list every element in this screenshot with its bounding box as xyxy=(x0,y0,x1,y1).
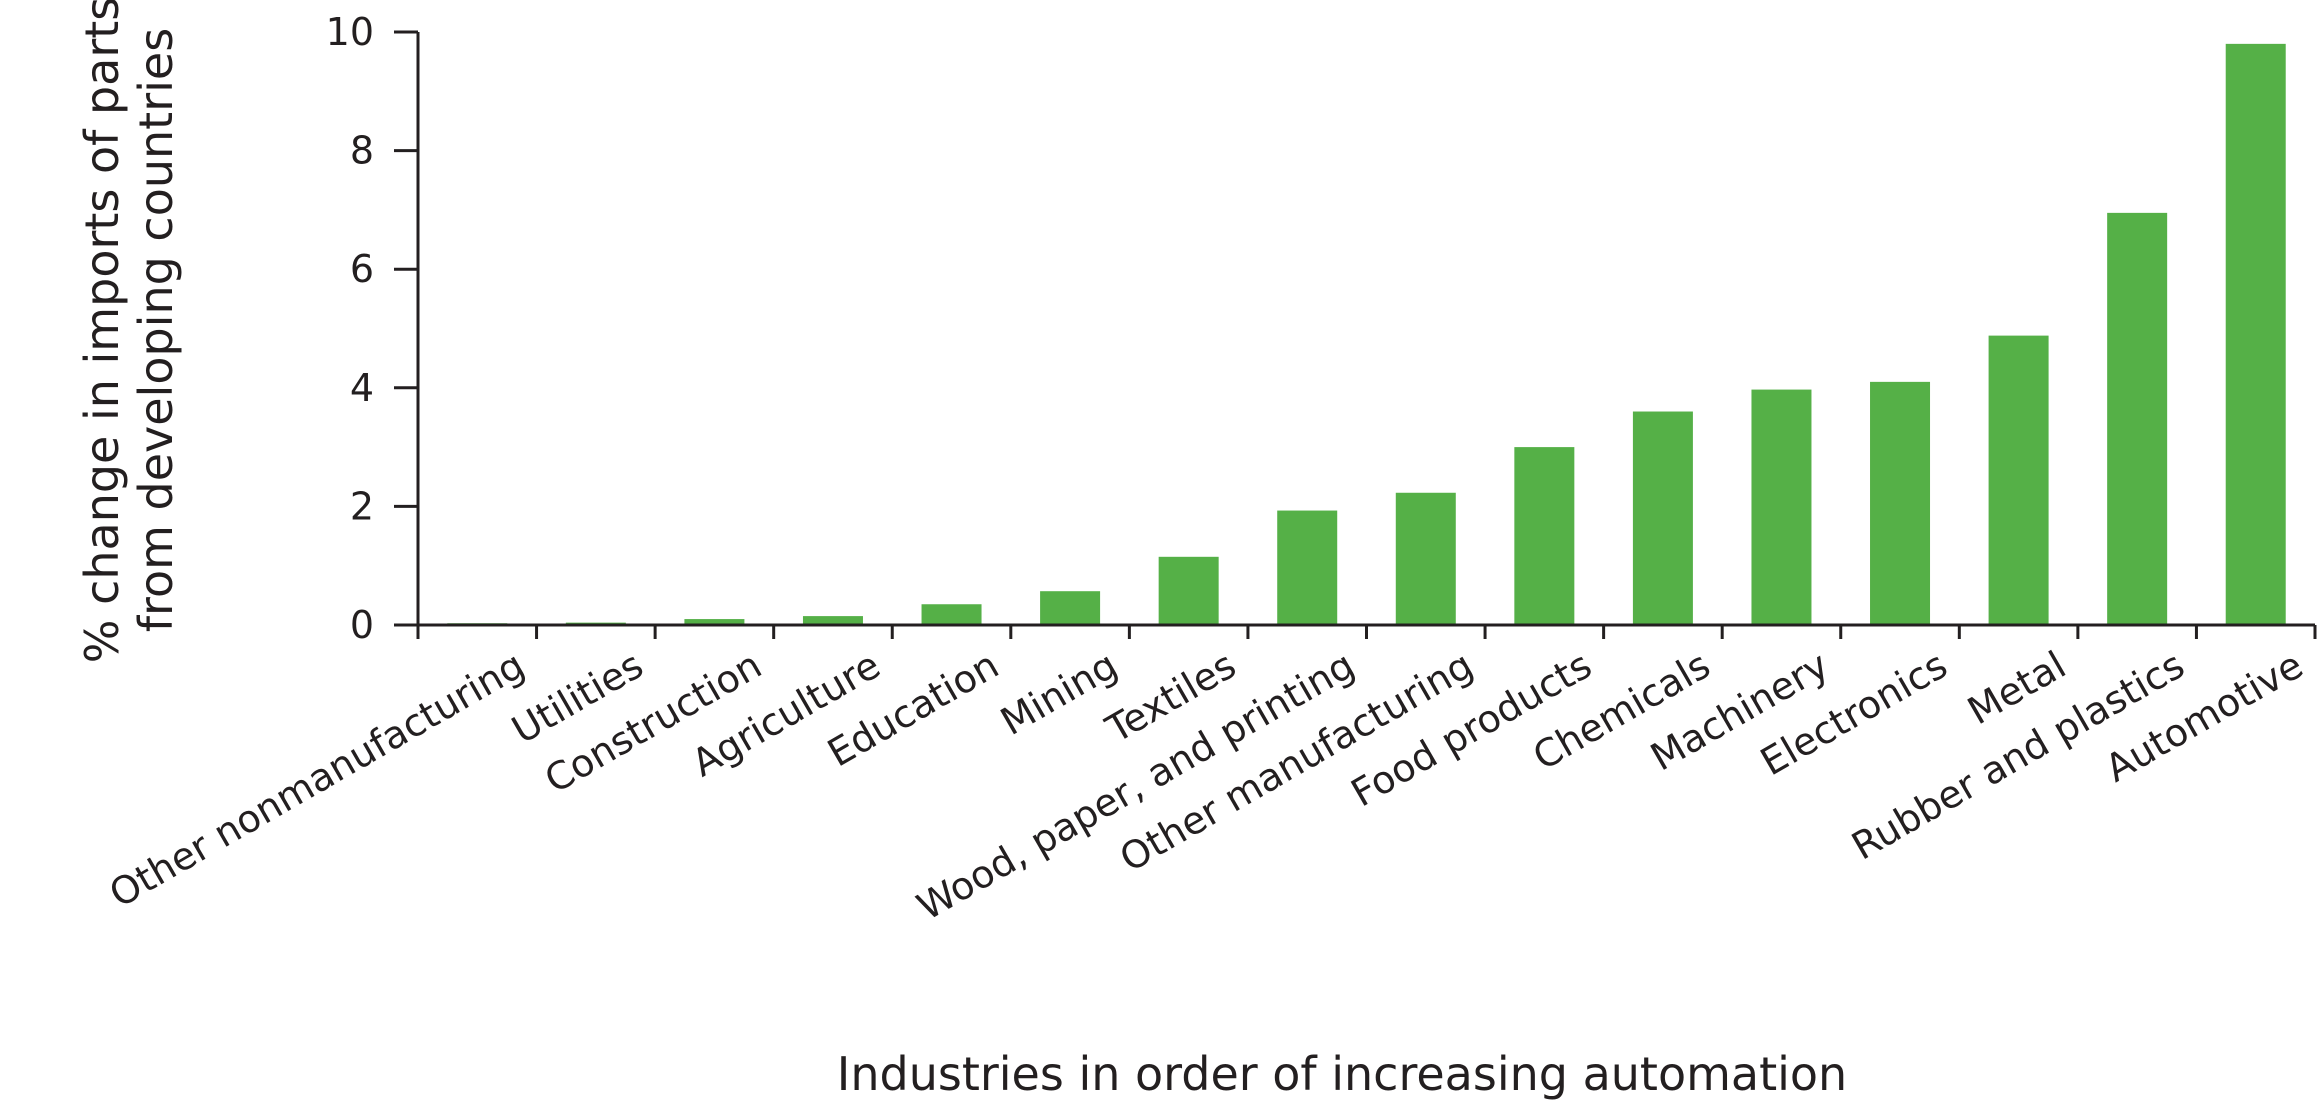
bar xyxy=(2107,212,2168,626)
x-category-label: Mining xyxy=(993,643,1124,744)
bar xyxy=(1040,591,1101,625)
y-axis-title: % change in imports of parts from develo… xyxy=(75,0,183,663)
bar xyxy=(802,616,863,625)
y-tick-label: 4 xyxy=(350,366,374,410)
bar xyxy=(2225,43,2286,626)
y-tick-label: 2 xyxy=(350,484,374,528)
bar xyxy=(1277,510,1338,625)
bar xyxy=(1988,335,2049,625)
x-category-label: Other nonmanufacturing xyxy=(102,643,532,917)
x-axis-ticks xyxy=(416,625,2317,639)
bars xyxy=(447,43,2286,626)
bar xyxy=(1632,411,1693,625)
bar xyxy=(684,619,745,625)
y-tick-label: 10 xyxy=(326,10,374,54)
category-labels: Other nonmanufacturingUtilitiesConstruct… xyxy=(102,643,2310,929)
bar xyxy=(1158,556,1219,625)
bar xyxy=(1395,492,1456,625)
y-tick-label: 0 xyxy=(350,603,374,647)
y-tick-label: 6 xyxy=(350,247,374,291)
y-tick-label: 8 xyxy=(350,129,374,173)
y-axis-ticks: 0 2 4 6 8 10 xyxy=(326,10,418,647)
bar xyxy=(921,604,982,625)
x-axis-title: Industries in order of increasing automa… xyxy=(837,1047,1847,1101)
bar xyxy=(1870,381,1931,625)
bar xyxy=(1751,389,1812,625)
y-axis-title-line-1: % change in imports of parts xyxy=(75,0,129,663)
y-axis-title-line-2: from developing countries xyxy=(129,28,183,632)
bar xyxy=(1514,447,1575,625)
